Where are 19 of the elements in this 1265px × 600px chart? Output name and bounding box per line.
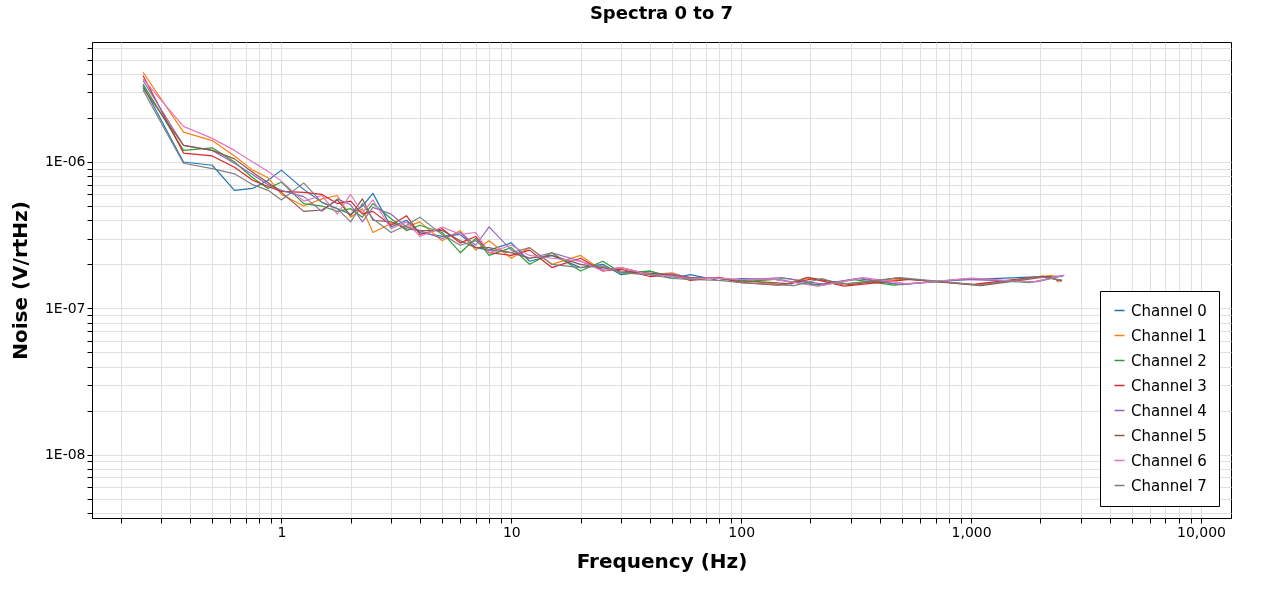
y-tick-label: 1E-06 [44, 153, 86, 170]
chart-title: Spectra 0 to 7 [589, 2, 734, 24]
legend-label: Channel 1 [1131, 326, 1207, 345]
legend-label: Channel 5 [1131, 426, 1207, 445]
y-tick-label: 1E-08 [44, 446, 86, 463]
legend-label: Channel 7 [1131, 476, 1207, 495]
legend-label: Channel 4 [1131, 401, 1207, 420]
legend-label: Channel 2 [1131, 351, 1207, 370]
legend-label: Channel 0 [1131, 301, 1207, 320]
legend-label: Channel 6 [1131, 451, 1207, 470]
x-axis-title: Frequency (Hz) [576, 548, 748, 573]
x-tick-label: 10 [502, 523, 521, 540]
y-tick-label: 1E-07 [44, 299, 86, 316]
legend-label: Channel 3 [1131, 376, 1207, 395]
x-tick-label: 1,000 [951, 523, 992, 540]
y-axis-title: Noise (V/rtHz) [7, 201, 32, 360]
x-tick-label: 100 [728, 523, 756, 540]
x-tick-label: 1 [277, 523, 287, 540]
x-tick-label: 10,000 [1177, 523, 1227, 540]
